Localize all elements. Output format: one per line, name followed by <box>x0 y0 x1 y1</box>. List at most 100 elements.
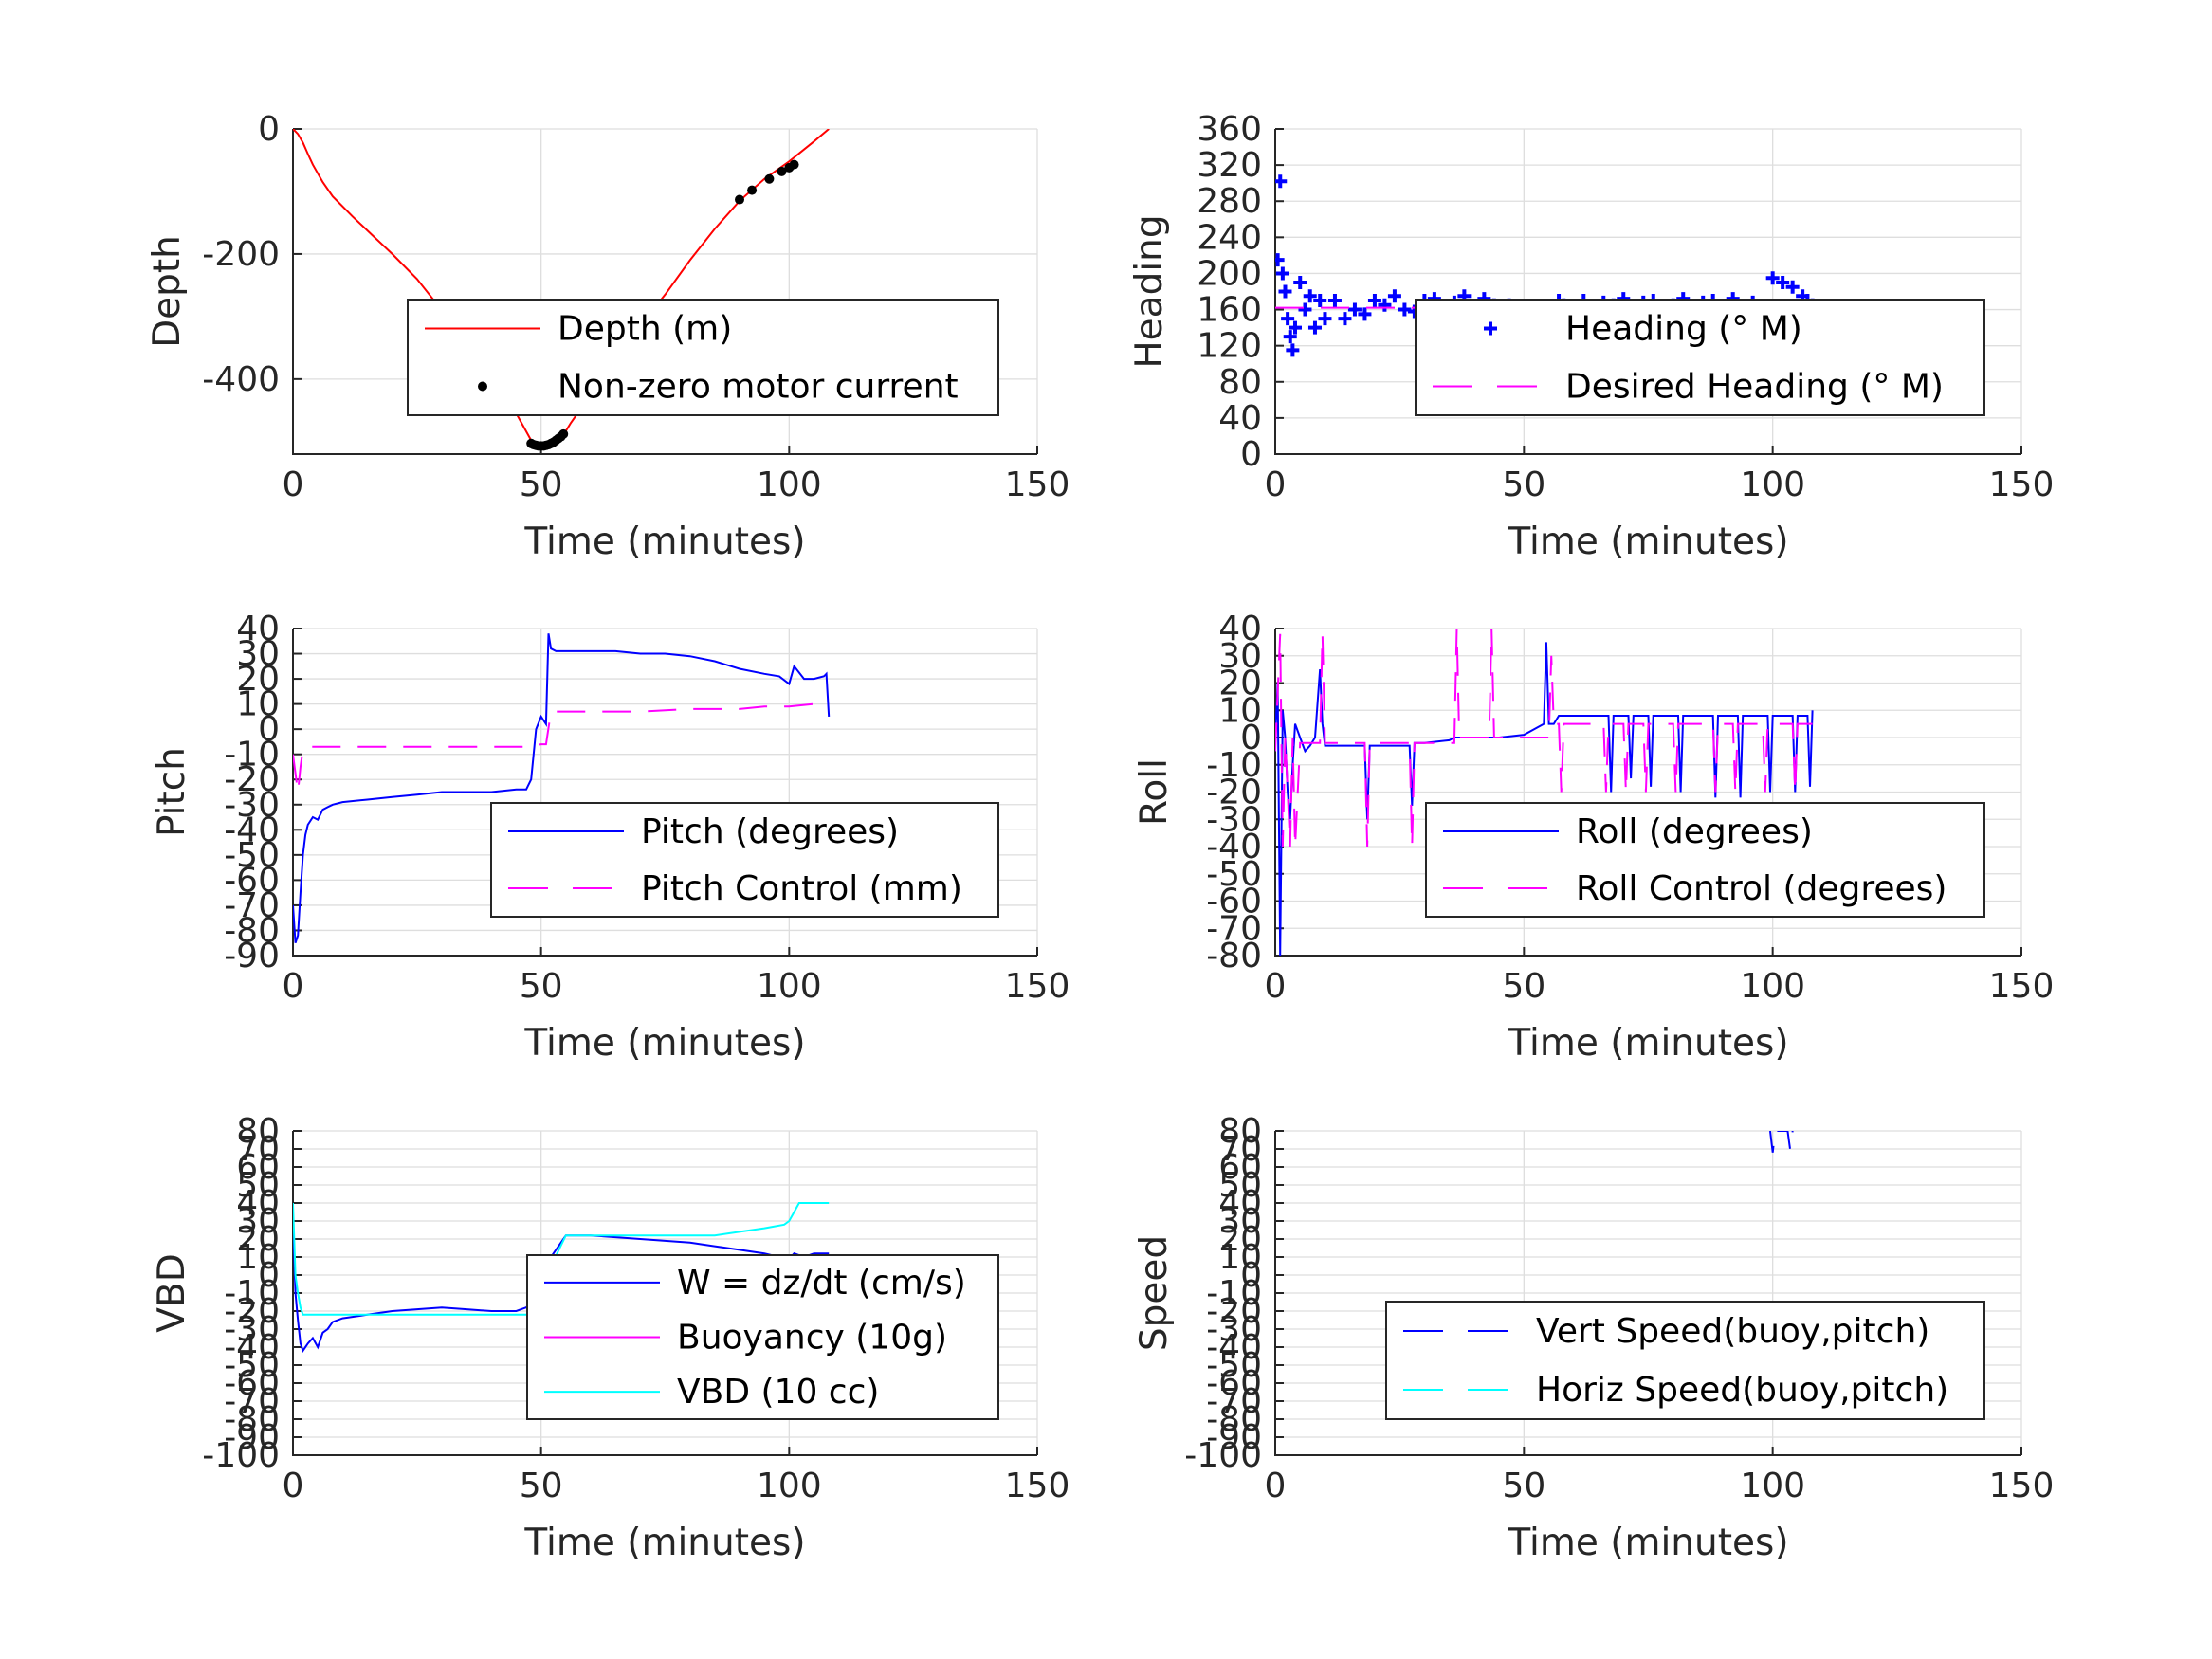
speed-ytick-label: 30 <box>1218 1202 1262 1241</box>
heading-ytick-label: 320 <box>1197 146 1262 185</box>
depth-point <box>789 159 799 170</box>
pitch-ticks: 0 50 100 150-90-80-70-60-50-40-30-20-100102… <box>224 610 1069 1006</box>
speed-chart: 0 50 100 150-100-90-80-70-60-50-40-30-20-10… <box>1133 1112 2054 1564</box>
roll-xtick-label: 150 <box>1989 967 2055 1006</box>
depth-legend-box <box>407 299 999 416</box>
vbd-ytick-label: 60 <box>236 1148 280 1187</box>
heading-ytick-label: 40 <box>1218 399 1262 438</box>
vbd-ytick-label: 0 <box>258 1256 280 1295</box>
depth-ylabel: Depth <box>146 235 189 348</box>
depth-legend-swatch <box>478 381 487 392</box>
vbd-series-line <box>293 1220 830 1354</box>
vbd-chart: 0 50 100 150-100-90-80-70-60-50-40-30-20-10… <box>151 1112 1069 1564</box>
pitch-ytick-label: -40 <box>224 811 280 849</box>
speed-legend-box <box>1385 1301 1985 1420</box>
heading-point <box>1275 266 1289 281</box>
pitch-ytick-label: 10 <box>236 685 280 724</box>
roll-ytick-label: 40 <box>1218 610 1262 648</box>
depth-xtick-label: 150 <box>1005 465 1070 504</box>
pitch-series-line <box>293 633 831 944</box>
vbd-ytick-label: -100 <box>202 1436 280 1475</box>
vbd-ytick-label: 50 <box>236 1166 280 1205</box>
speed-legend: Vert Speed(buoy,pitch) Horiz Speed(buoy,p… <box>1385 1301 1985 1420</box>
vbd-ticks: 0 50 100 150-100-90-80-70-60-50-40-30-20-10… <box>202 1112 1069 1505</box>
heading-xtick-label: 50 <box>1502 465 1545 504</box>
vbd-ytick-label: -70 <box>224 1382 280 1421</box>
heading-legend-swatch <box>1484 321 1497 336</box>
pitch-ytick-label: -50 <box>224 836 280 875</box>
heading-xtick-label: 100 <box>1740 465 1805 504</box>
speed-ytick-label: -40 <box>1206 1328 1262 1367</box>
speed-ytick-label: -30 <box>1206 1310 1262 1349</box>
pitch-xtick-label: 0 <box>283 967 304 1006</box>
speed-ytick-label: -100 <box>1184 1436 1262 1475</box>
speed-ytick-label: -10 <box>1206 1274 1262 1313</box>
heading-legend: Heading (° M) Desired Heading (° M) <box>1415 299 1985 416</box>
pitch-ytick-label: -90 <box>224 937 280 975</box>
heading-legend-box <box>1415 299 1985 416</box>
speed-xtick-label: 50 <box>1502 1467 1545 1505</box>
roll-xlabel: Time (minutes) <box>1507 1022 1788 1065</box>
roll-xtick-label: 50 <box>1502 967 1545 1006</box>
depth-legend: Depth (m) Non-zero motor current <box>407 299 999 416</box>
roll-legend-label: Roll (degrees) <box>1576 812 1813 851</box>
pitch-xtick-label: 50 <box>520 967 563 1006</box>
roll-ticks: 0 50 100 150-80-70-60-50-40-30-20-100102030… <box>1206 610 2054 1006</box>
heading-point <box>1318 312 1332 326</box>
vbd-ytick-label: -80 <box>224 1400 280 1439</box>
depth-ytick-label: -200 <box>202 235 280 274</box>
heading-point <box>1785 280 1800 294</box>
heading-point <box>1358 307 1372 321</box>
vbd-ytick-label: -90 <box>224 1418 280 1457</box>
pitch-chart: 0 50 100 150-90-80-70-60-50-40-30-20-100102… <box>151 610 1069 1065</box>
heading-ytick-label: 200 <box>1197 254 1262 293</box>
pitch-ytick-label: -20 <box>224 760 280 799</box>
depth-ytick-label: 0 <box>258 110 280 149</box>
speed-ytick-label: 10 <box>1218 1238 1262 1277</box>
vbd-ytick-label: -30 <box>224 1310 280 1349</box>
heading-point <box>1313 294 1327 308</box>
speed-ticks: 0 50 100 150-100-90-80-70-60-50-40-30-20-10… <box>1184 1112 2054 1505</box>
heading-legend-label: Heading (° M) <box>1565 310 1802 349</box>
pitch-xtick-label: 150 <box>1005 967 1070 1006</box>
speed-ytick-label: 80 <box>1218 1112 1262 1151</box>
heading-ytick-label: 360 <box>1197 110 1262 149</box>
roll-xtick-label: 0 <box>1265 967 1287 1006</box>
roll-ytick-label: -40 <box>1206 828 1262 866</box>
pitch-ytick-label: 0 <box>258 710 280 749</box>
heading-point <box>1283 330 1297 344</box>
pitch-ytick-label: -30 <box>224 786 280 825</box>
depth-xtick-label: 50 <box>520 465 563 504</box>
vbd-xtick-label: 100 <box>757 1467 822 1505</box>
depth-chart: 0 50 100 150 -400 -200 0 Time (minutes) Depth Dep… <box>146 110 1069 563</box>
heading-point <box>1347 302 1362 317</box>
speed-ytick-label: 60 <box>1218 1148 1262 1187</box>
roll-legend-box <box>1425 802 1985 918</box>
depth-point <box>747 185 758 195</box>
pitch-legend-box <box>490 802 999 918</box>
roll-ytick-label: 20 <box>1218 665 1262 703</box>
speed-ytick-label: 50 <box>1218 1166 1262 1205</box>
roll-legend-label: Roll Control (degrees) <box>1576 869 1947 908</box>
speed-series-line <box>1769 1131 1794 1153</box>
roll-ytick-label: 10 <box>1218 691 1262 730</box>
vbd-legend-label: VBD (10 cc) <box>677 1373 879 1412</box>
roll-chart: 0 50 100 150-80-70-60-50-40-30-20-100102030… <box>1133 610 2054 1065</box>
depth-xlabel: Time (minutes) <box>523 520 805 563</box>
speed-ytick-label: 0 <box>1240 1256 1262 1295</box>
heading-ytick-label: 240 <box>1197 218 1262 257</box>
roll-ytick-label: -20 <box>1206 774 1262 812</box>
heading-xtick-label: 0 <box>1265 465 1287 504</box>
vbd-ytick-label: -20 <box>224 1292 280 1331</box>
vbd-legend-label: Buoyancy (10g) <box>677 1319 947 1358</box>
pitch-ytick-label: -60 <box>224 861 280 900</box>
pitch-xlabel: Time (minutes) <box>523 1022 805 1065</box>
pitch-ylabel: Pitch <box>151 747 193 837</box>
speed-xtick-label: 100 <box>1740 1467 1805 1505</box>
heading-ytick-label: 0 <box>1240 435 1262 474</box>
pitch-ytick-label: -70 <box>224 886 280 925</box>
speed-data <box>1769 1131 1794 1153</box>
heading-point <box>1298 302 1312 317</box>
